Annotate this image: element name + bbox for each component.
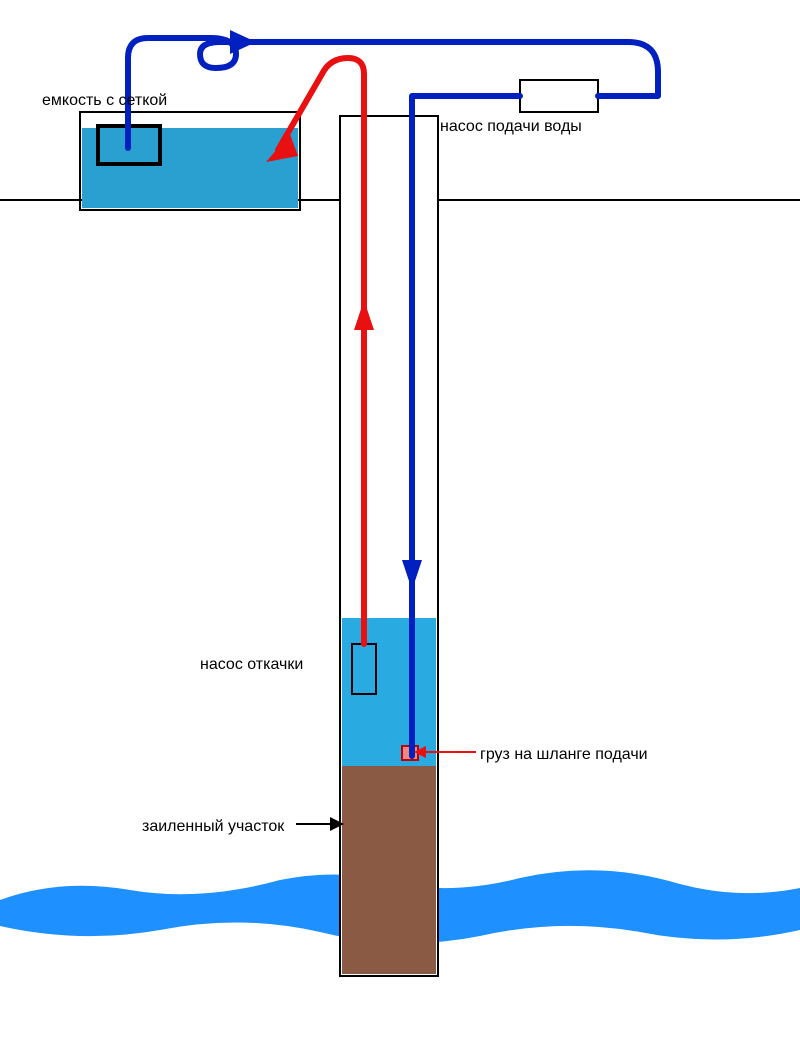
- label-weight: груз на шланге подачи: [480, 746, 648, 764]
- label-silted-area: заиленный участок: [142, 818, 284, 836]
- tank-water: [82, 128, 298, 208]
- label-supply-pump: насос подачи воды: [440, 118, 582, 136]
- label-tank: емкость с сеткой: [42, 92, 167, 110]
- supply-pump-box: [520, 80, 598, 112]
- diagram-canvas: [0, 0, 800, 1050]
- label-extraction-pump: насос откачки: [200, 656, 303, 674]
- blue-arrow-top: [230, 30, 256, 54]
- well-water: [342, 618, 436, 766]
- silt-section: [342, 766, 436, 974]
